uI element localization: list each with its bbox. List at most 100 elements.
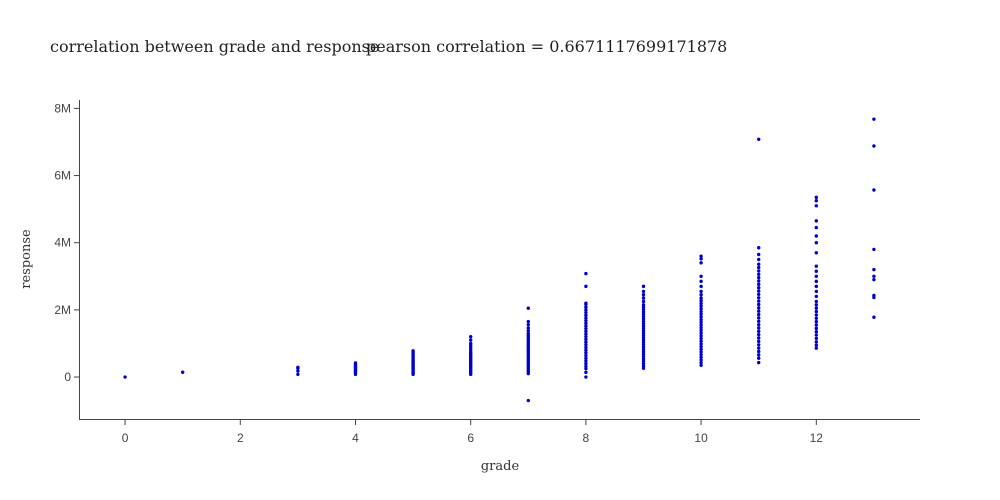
- data-point: [526, 322, 531, 327]
- data-point: [757, 282, 761, 287]
- data-point: [584, 348, 588, 352]
- data-point: [872, 144, 876, 148]
- data-point: [872, 277, 876, 282]
- data-point: [814, 251, 819, 255]
- data-point: [699, 312, 703, 316]
- data-point: [757, 333, 761, 337]
- x-tick-label: 8: [583, 431, 590, 445]
- data-point: [584, 316, 588, 320]
- data-point: [757, 252, 761, 257]
- data-point: [353, 361, 358, 365]
- data-point: [584, 361, 588, 366]
- data-point: [814, 299, 819, 304]
- data-point: [584, 335, 588, 339]
- data-point: [872, 293, 876, 298]
- data-point: [757, 246, 761, 250]
- data-point: [584, 324, 588, 328]
- data-point: [814, 316, 819, 320]
- data-point: [757, 299, 761, 303]
- data-point: [699, 299, 703, 303]
- data-point: [526, 326, 531, 330]
- data-point: [757, 349, 761, 354]
- data-point: [641, 299, 646, 304]
- data-point: [814, 346, 819, 350]
- data-point: [814, 343, 819, 347]
- data-point: [699, 293, 703, 297]
- data-point: [814, 306, 819, 310]
- data-point: [699, 325, 703, 330]
- data-point: [872, 274, 876, 278]
- data-point: [699, 363, 703, 367]
- data-point: [814, 204, 819, 208]
- data-point: [757, 275, 761, 280]
- data-point: [584, 375, 588, 379]
- data-point: [584, 310, 588, 315]
- x-tick-label: 0: [122, 431, 129, 445]
- data-point: [757, 306, 761, 310]
- data-point: [641, 293, 646, 297]
- data-point: [699, 317, 703, 322]
- data-point: [814, 323, 819, 327]
- data-point: [757, 279, 761, 283]
- data-point: [641, 350, 646, 354]
- data-point: [699, 274, 703, 278]
- data-point: [757, 360, 761, 365]
- data-point: [757, 336, 761, 340]
- data-point: [296, 369, 300, 373]
- data-point: [814, 225, 819, 230]
- data-point: [180, 370, 185, 374]
- data-point: [757, 257, 761, 262]
- data-point: [584, 353, 588, 358]
- data-point: [526, 328, 531, 333]
- data-point: [699, 261, 703, 265]
- data-point: [641, 338, 646, 342]
- data-point: [699, 323, 703, 327]
- data-point: [757, 265, 761, 270]
- data-point: [641, 343, 646, 347]
- data-point: [699, 309, 703, 314]
- data-point: [814, 219, 819, 223]
- data-point: [814, 333, 819, 337]
- data-point: [699, 350, 703, 354]
- x-axis-label: grade: [481, 459, 520, 474]
- y-axis-label: response: [19, 229, 34, 289]
- data-point: [584, 318, 588, 323]
- data-point: [699, 358, 703, 362]
- data-point: [641, 333, 646, 338]
- data-point: [641, 312, 646, 316]
- data-point: [641, 352, 646, 356]
- data-point: [699, 284, 703, 289]
- x-tick-label: 2: [237, 431, 244, 445]
- data-point: [757, 286, 761, 290]
- data-point: [411, 349, 415, 353]
- data-points: [123, 117, 876, 403]
- chart-title: correlation between grade and response: [50, 37, 379, 56]
- data-point: [123, 375, 127, 379]
- data-point: [641, 307, 646, 312]
- x-tick-label: 6: [467, 431, 474, 445]
- data-point: [872, 315, 876, 319]
- data-point: [584, 301, 588, 305]
- data-point: [584, 343, 588, 347]
- data-point: [699, 320, 703, 324]
- data-point: [757, 326, 761, 330]
- data-point: [699, 301, 703, 306]
- data-point: [757, 322, 761, 327]
- data-point: [814, 303, 819, 307]
- data-point: [757, 312, 761, 317]
- data-point: [641, 326, 646, 331]
- data-point: [814, 264, 819, 268]
- data-point: [757, 356, 761, 360]
- data-point: [699, 339, 703, 343]
- y-tick-label: 0: [64, 370, 71, 384]
- data-point: [757, 316, 761, 320]
- data-point: [641, 359, 646, 363]
- data-point: [757, 346, 761, 350]
- data-point: [699, 315, 703, 319]
- data-point: [584, 332, 588, 336]
- data-point: [584, 321, 588, 325]
- data-point: [814, 241, 819, 245]
- data-point: [699, 352, 703, 357]
- data-point: [641, 289, 646, 294]
- data-point: [757, 292, 761, 297]
